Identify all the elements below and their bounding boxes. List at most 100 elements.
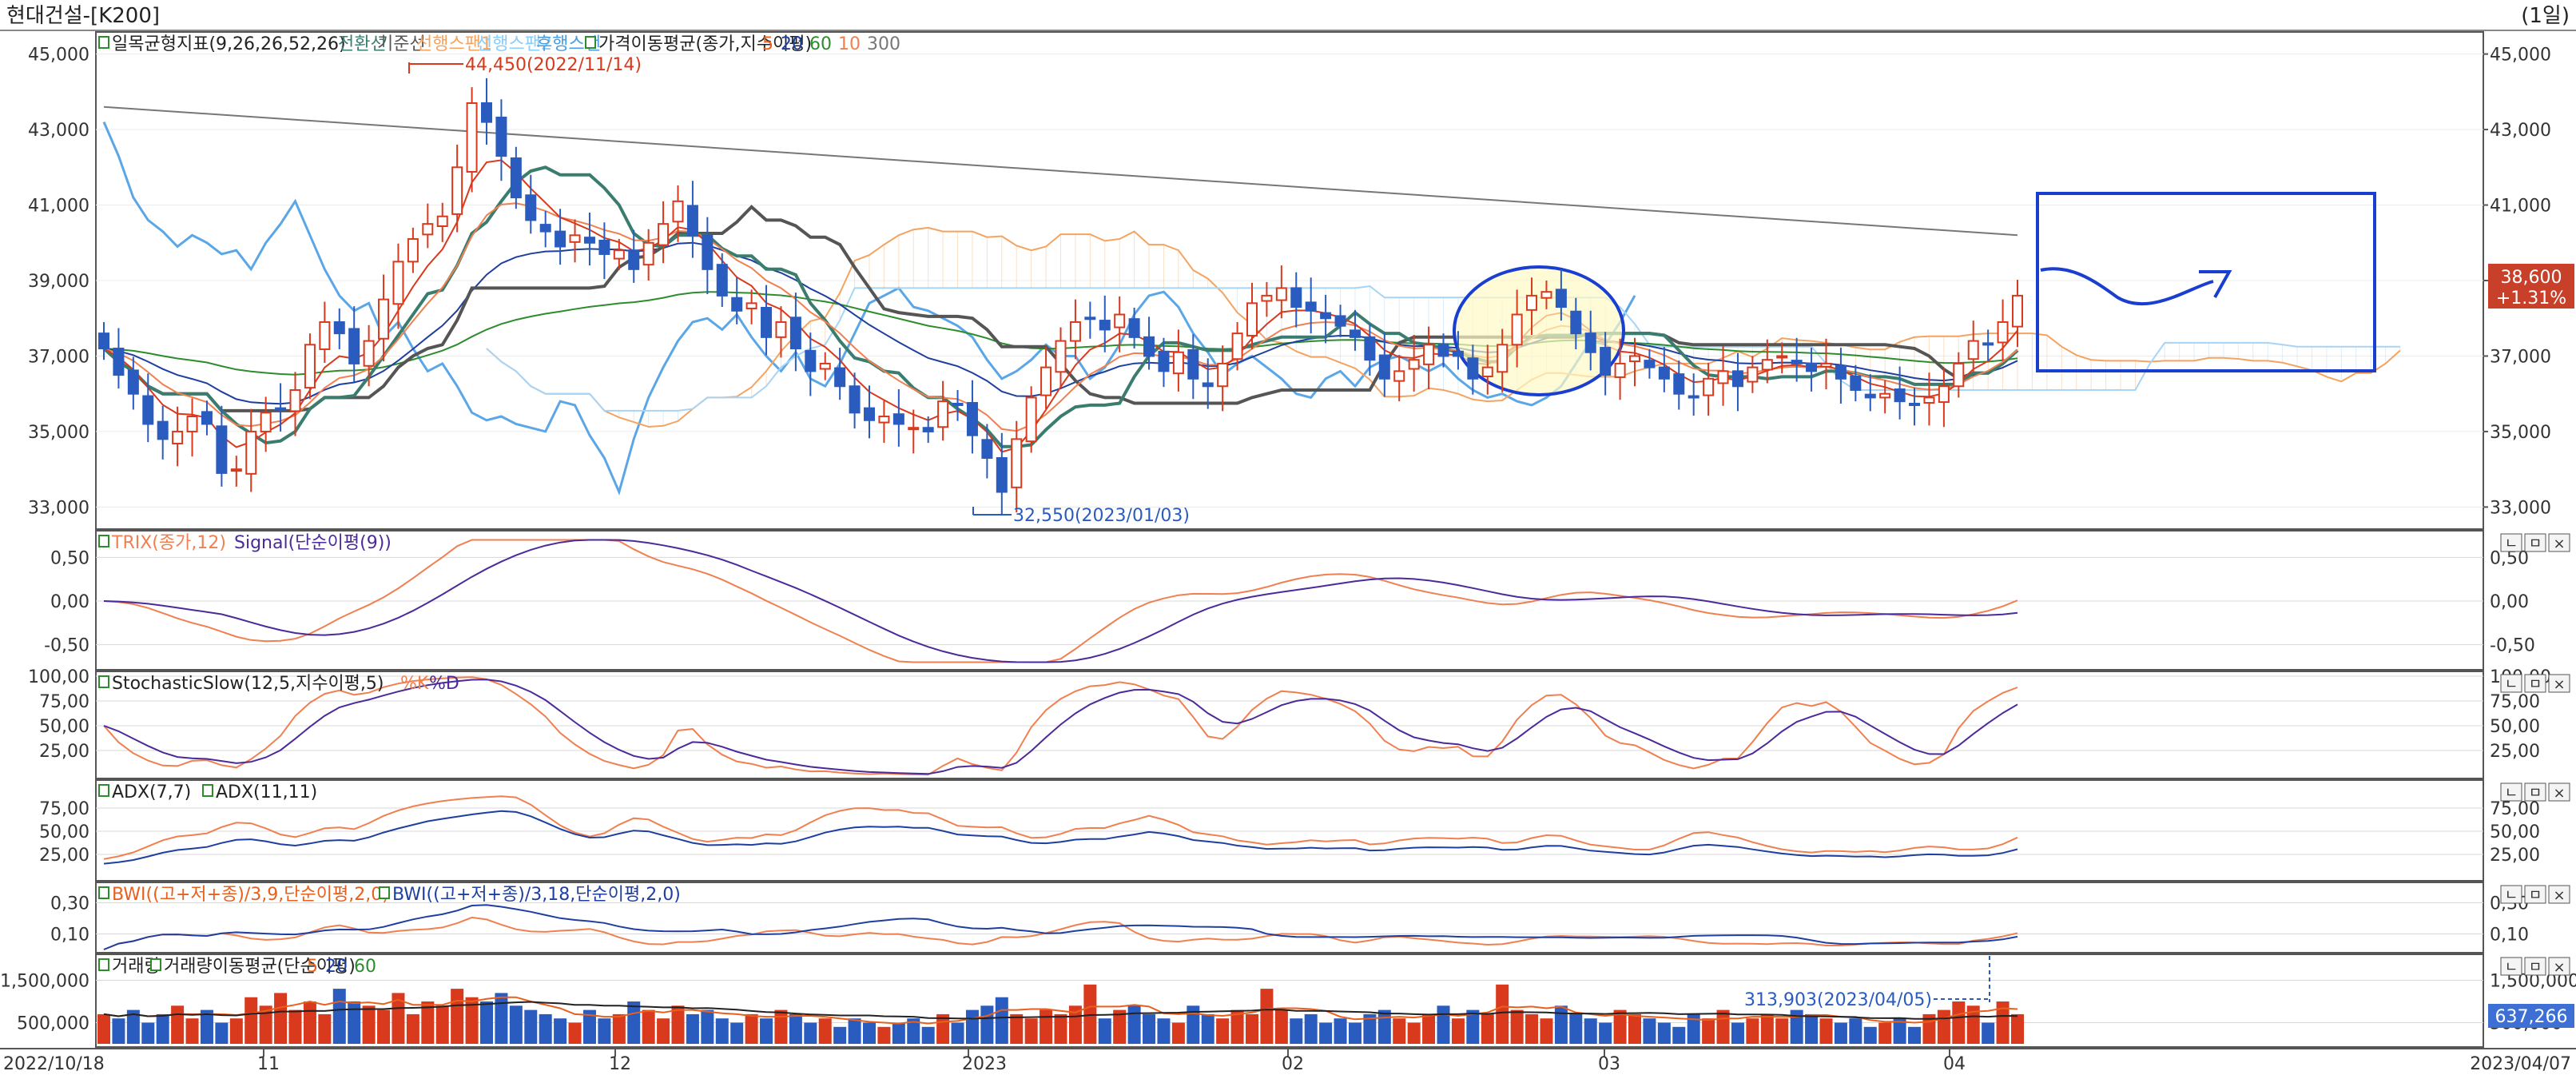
legend-item[interactable]: BWI((고+저+종)/3,9,단순이평,2,0): [112, 885, 389, 905]
pane-button[interactable]: ×: [2548, 782, 2570, 802]
volume-legend[interactable]: 거래량 거래량이동평균(단순이평)5 20 60: [98, 957, 376, 977]
pane-button[interactable]: ㄴ: [2500, 782, 2522, 802]
candle: [1570, 297, 1582, 349]
legend-item[interactable]: 기준선: [377, 34, 426, 54]
candle: [1497, 328, 1509, 392]
volume-bar: [112, 1018, 125, 1044]
legend-item[interactable]: 거래량이동평균(단순이평): [164, 957, 356, 977]
legend-checkbox[interactable]: [98, 784, 109, 797]
svg-text:32,550(2023/01/03): 32,550(2023/01/03): [1013, 506, 1190, 526]
legend-item[interactable]: ADX(7,7): [112, 782, 191, 802]
volume-bar: [818, 1018, 832, 1044]
volume-bar: [1687, 1013, 1700, 1044]
legend-item[interactable]: StochasticSlow(12,5,지수이평,5): [112, 674, 384, 694]
volume-bar: [303, 1001, 316, 1044]
legend-item[interactable]: 20: [325, 957, 348, 977]
legend-item[interactable]: 전환선: [338, 34, 387, 54]
legend-item[interactable]: 10: [838, 34, 861, 54]
pane-button[interactable]: ㄴ: [2500, 674, 2522, 693]
candle: [275, 383, 287, 432]
volume-bar: [1348, 1022, 1362, 1044]
pane-button[interactable]: ㅁ: [2524, 533, 2546, 552]
pane-button[interactable]: ㄴ: [2500, 533, 2522, 552]
candle: [539, 211, 551, 248]
legend-item[interactable]: 선행스팬1: [416, 34, 492, 54]
high-annotation: 44,450(2022/11/14): [408, 55, 642, 75]
legend-checkbox[interactable]: [150, 958, 161, 971]
volume-bar: [362, 1005, 376, 1044]
legend-checkbox[interactable]: [379, 886, 390, 899]
legend-item[interactable]: %D: [429, 674, 459, 694]
candle: [1850, 364, 1862, 402]
pane-button[interactable]: ㅁ: [2524, 957, 2546, 976]
candle: [1776, 342, 1788, 374]
candle: [113, 328, 125, 389]
legend-item[interactable]: 60: [809, 34, 832, 54]
bwi-legend[interactable]: BWI((고+저+종)/3,9,단순이평,2,0) BWI((고+저+종)/3,1…: [98, 885, 681, 905]
legend-checkbox[interactable]: [202, 784, 213, 797]
last-price-tag: 38,600 +1.31%: [2488, 264, 2574, 309]
candle: [628, 229, 640, 283]
svg-text:44,450(2022/11/14): 44,450(2022/11/14): [465, 55, 642, 75]
svg-text:313,903(2023/04/05): 313,903(2023/04/05): [1744, 990, 1932, 1010]
legend-item[interactable]: 일목균형지표(9,26,26,52,26): [112, 34, 346, 54]
legend-item[interactable]: 5: [762, 34, 773, 54]
legend-item[interactable]: Signal(단순이평(9)): [234, 533, 392, 553]
volume-bar: [141, 1022, 155, 1044]
pane-button[interactable]: ㄴ: [2500, 885, 2522, 904]
pane-button[interactable]: ×: [2548, 885, 2570, 904]
pane-ytick-left: 25,00: [39, 742, 89, 762]
adx-legend[interactable]: ADX(7,7) ADX(11,11): [98, 782, 317, 802]
pane-button[interactable]: ㅁ: [2524, 885, 2546, 904]
legend-checkbox[interactable]: [98, 958, 109, 971]
legend-item[interactable]: TRIX(종가,12): [111, 533, 226, 553]
candle: [996, 432, 1008, 515]
pane-button[interactable]: ×: [2548, 533, 2570, 552]
legend-checkbox[interactable]: [585, 36, 596, 49]
pane-button[interactable]: ㅁ: [2524, 674, 2546, 693]
candle: [407, 227, 419, 273]
legend-item[interactable]: ADX(11,11): [216, 782, 317, 802]
candle: [186, 398, 198, 457]
legend-checkbox[interactable]: [98, 886, 109, 899]
vol-ma5-line: [103, 996, 2018, 1025]
candle: [1246, 282, 1258, 349]
candle: [583, 212, 595, 266]
volume-bar: [1068, 1005, 1082, 1044]
legend-item[interactable]: 선행스팬2: [476, 34, 552, 54]
volume-bar: [1746, 1018, 1759, 1044]
price-legend[interactable]: 일목균형지표(9,26,26,52,26)전환선기준선선행스팬1선행스팬2후행스…: [98, 34, 900, 54]
legend-checkbox[interactable]: [98, 675, 109, 688]
candle: [658, 201, 670, 264]
candle: [1761, 339, 1773, 384]
pane-button[interactable]: ㅁ: [2524, 782, 2546, 802]
pane-button[interactable]: ×: [2548, 674, 2570, 693]
volume-bar: [1878, 1022, 1892, 1044]
x-end-date: 2023/04/07: [2470, 1054, 2571, 1074]
stoch-legend[interactable]: StochasticSlow(12,5,지수이평,5) %K %D: [98, 674, 459, 694]
legend-checkbox[interactable]: [98, 36, 109, 49]
candle: [1923, 372, 1935, 426]
volume-bar: [1230, 1009, 1244, 1044]
candle: [1511, 289, 1523, 368]
legend-item[interactable]: 5: [307, 957, 318, 977]
pane-ytick-left: 75,00: [39, 799, 89, 819]
legend-item[interactable]: %K: [400, 674, 429, 694]
legend-item[interactable]: BWI((고+저+종)/3,18,단순이평,2,0): [392, 885, 681, 905]
legend-item[interactable]: 300: [867, 34, 900, 54]
candle: [1894, 366, 1906, 420]
legend-item[interactable]: 가격이동평균(종가,지수이평): [598, 34, 812, 54]
legend-checkbox[interactable]: [98, 535, 109, 547]
pane-button[interactable]: ×: [2548, 957, 2570, 976]
price-ytick-left: 45,000: [28, 46, 89, 66]
trix-legend[interactable]: TRIX(종가,12) Signal(단순이평(9)): [98, 533, 392, 553]
pane-button[interactable]: ㄴ: [2500, 957, 2522, 976]
volume-bar: [244, 997, 258, 1044]
legend-item[interactable]: 20: [781, 34, 803, 54]
legend-item[interactable]: 60: [354, 957, 376, 977]
candle: [1644, 348, 1656, 379]
svg-text:ㅁ: ㅁ: [2529, 676, 2542, 693]
candle: [1437, 333, 1449, 368]
volume-bar: [1731, 1022, 1744, 1044]
trix-line: [103, 539, 2018, 663]
